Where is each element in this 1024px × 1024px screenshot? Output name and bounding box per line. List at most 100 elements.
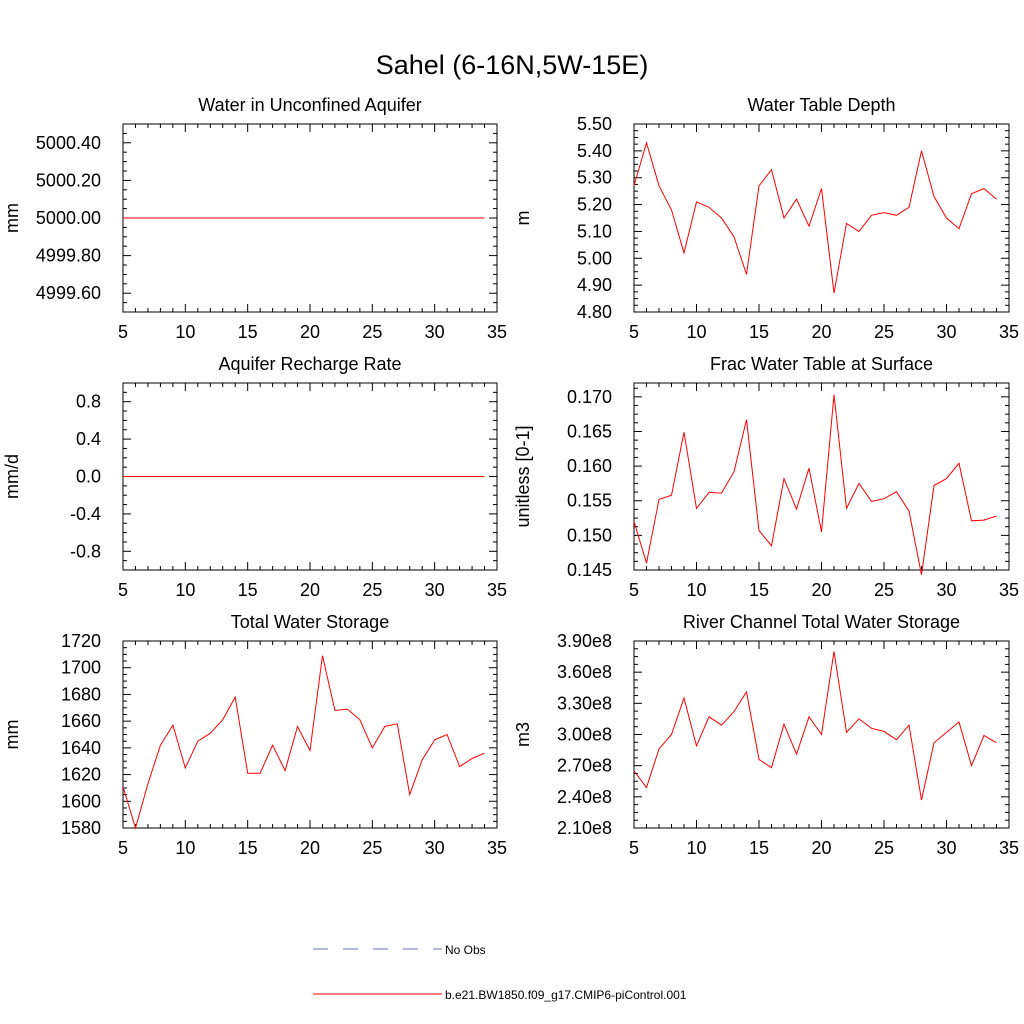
- x-tick-label: 5: [629, 580, 639, 600]
- x-tick-label: 10: [686, 580, 706, 600]
- x-tick-label: 10: [175, 580, 195, 600]
- panels: Water in Unconfined Aquifer mm 5 10 15 20 25 30…: [2, 95, 1019, 858]
- y-tick-label: 0.160: [567, 456, 612, 476]
- x-tick-label: 35: [487, 838, 507, 858]
- x-tick-label: 20: [811, 322, 831, 342]
- x-tick-label: 5: [629, 322, 639, 342]
- x-tick-label: 20: [300, 838, 320, 858]
- x-tick-label: 15: [238, 838, 258, 858]
- x-tick-label: 30: [936, 838, 956, 858]
- x-tick-label: 5: [118, 322, 128, 342]
- y-tick-label: 3.00e8: [557, 725, 612, 745]
- y-axis-label: m3: [513, 722, 533, 747]
- x-tick-label: 30: [425, 580, 445, 600]
- y-tick-label: 1660: [61, 711, 101, 731]
- plot-frame: [633, 382, 1010, 571]
- y-tick-label: 4999.60: [36, 283, 101, 303]
- x-tick-label: 15: [238, 322, 258, 342]
- y-tick-label: 1720: [61, 631, 101, 651]
- y-tick-label: 1680: [61, 684, 101, 704]
- y-axis-label: mm: [2, 720, 22, 750]
- y-tick-label: 5.50: [577, 114, 612, 134]
- x-tick-label: 10: [686, 838, 706, 858]
- x-tick-label: 10: [686, 322, 706, 342]
- y-tick-label: 5.30: [577, 168, 612, 188]
- x-tick-label: 15: [749, 580, 769, 600]
- series-line-water-table-depth: [633, 141, 997, 294]
- x-tick-label: 25: [362, 322, 382, 342]
- y-tick-label: 5.10: [577, 221, 612, 241]
- x-tick-label: 5: [118, 580, 128, 600]
- y-tick-label: 1700: [61, 658, 101, 678]
- x-tick-label: 25: [874, 580, 894, 600]
- plot-frame: [122, 640, 498, 829]
- x-tick-label: 15: [238, 580, 258, 600]
- x-tick-label: 35: [999, 322, 1019, 342]
- y-axis-label: m: [513, 211, 533, 226]
- figure-title: Sahel (6-16N,5W-15E): [376, 50, 649, 80]
- y-tick-label: 5.00: [577, 248, 612, 268]
- x-tick-label: 10: [175, 322, 195, 342]
- x-tick-label: 35: [487, 580, 507, 600]
- y-tick-label: 0.8: [76, 392, 101, 412]
- y-tick-label: 0.170: [567, 387, 612, 407]
- x-tick-label: 20: [300, 322, 320, 342]
- x-tick-label: 5: [118, 838, 128, 858]
- panel-aquifer-recharge-rate: Aquifer Recharge Rate mm/d 5 10 15 20 25 30 35 -0…: [2, 354, 507, 600]
- series-line-frac-water-table-at-surface: [633, 394, 997, 575]
- x-tick-label: 20: [300, 580, 320, 600]
- x-tick-label: 35: [999, 838, 1019, 858]
- series-line-river-channel-total-water-storage: [633, 651, 997, 801]
- x-tick-label: 10: [175, 838, 195, 858]
- y-tick-label: 5.20: [577, 195, 612, 215]
- x-tick-label: 35: [999, 580, 1019, 600]
- panel-title: Total Water Storage: [231, 612, 389, 632]
- y-axis-label: mm/d: [2, 454, 22, 499]
- panel-title: Water Table Depth: [747, 95, 895, 115]
- y-axis-label: unitless [0-1]: [513, 425, 533, 527]
- y-tick-label: 3.60e8: [557, 662, 612, 682]
- y-tick-label: 1640: [61, 738, 101, 758]
- x-tick-label: 35: [487, 322, 507, 342]
- y-tick-label: 2.40e8: [557, 787, 612, 807]
- x-tick-label: 15: [749, 322, 769, 342]
- y-tick-label: 4.90: [577, 275, 612, 295]
- y-tick-label: 1600: [61, 791, 101, 811]
- panel-river-channel-total-water-storage: River Channel Total Water Storage m3 5 10 15…: [513, 612, 1019, 858]
- y-tick-label: 0.145: [567, 560, 612, 580]
- y-tick-label: 3.90e8: [557, 631, 612, 651]
- y-tick-label: -0.4: [70, 504, 101, 524]
- x-tick-label: 25: [874, 322, 894, 342]
- y-tick-label: 0.155: [567, 491, 612, 511]
- y-axis-label: mm: [2, 203, 22, 233]
- y-tick-label: 0.165: [567, 421, 612, 441]
- x-tick-label: 30: [425, 322, 445, 342]
- y-tick-label: 2.70e8: [557, 756, 612, 776]
- y-tick-label: -0.8: [70, 541, 101, 561]
- y-tick-label: 5000.40: [36, 133, 101, 153]
- panel-title: Frac Water Table at Surface: [710, 354, 933, 374]
- legend-label-no-obs: No Obs: [445, 943, 486, 957]
- y-tick-label: 0.150: [567, 525, 612, 545]
- y-tick-label: 1620: [61, 765, 101, 785]
- legend-label-model: b.e21.BW1850.f09_g17.CMIP6-piControl.001: [445, 988, 687, 1002]
- y-tick-label: 5000.00: [36, 208, 101, 228]
- x-tick-label: 20: [811, 580, 831, 600]
- x-tick-label: 25: [362, 838, 382, 858]
- panel-water-in-unconfined-aquifer: Water in Unconfined Aquifer mm 5 10 15 20 25 30…: [2, 95, 507, 342]
- panel-title: River Channel Total Water Storage: [683, 612, 960, 632]
- panel-title: Aquifer Recharge Rate: [218, 354, 401, 374]
- x-tick-label: 30: [936, 322, 956, 342]
- y-tick-label: 3.30e8: [557, 693, 612, 713]
- x-tick-label: 30: [425, 838, 445, 858]
- y-tick-label: 1580: [61, 818, 101, 838]
- x-tick-label: 30: [936, 580, 956, 600]
- x-tick-label: 25: [874, 838, 894, 858]
- y-tick-label: 2.10e8: [557, 818, 612, 838]
- series-line-total-water-storage: [122, 655, 485, 830]
- panel-frac-water-table-at-surface: Frac Water Table at Surface unitless [0-1…: [513, 354, 1019, 600]
- x-tick-label: 20: [811, 838, 831, 858]
- y-tick-label: 4999.80: [36, 246, 101, 266]
- y-tick-label: 0.4: [76, 429, 101, 449]
